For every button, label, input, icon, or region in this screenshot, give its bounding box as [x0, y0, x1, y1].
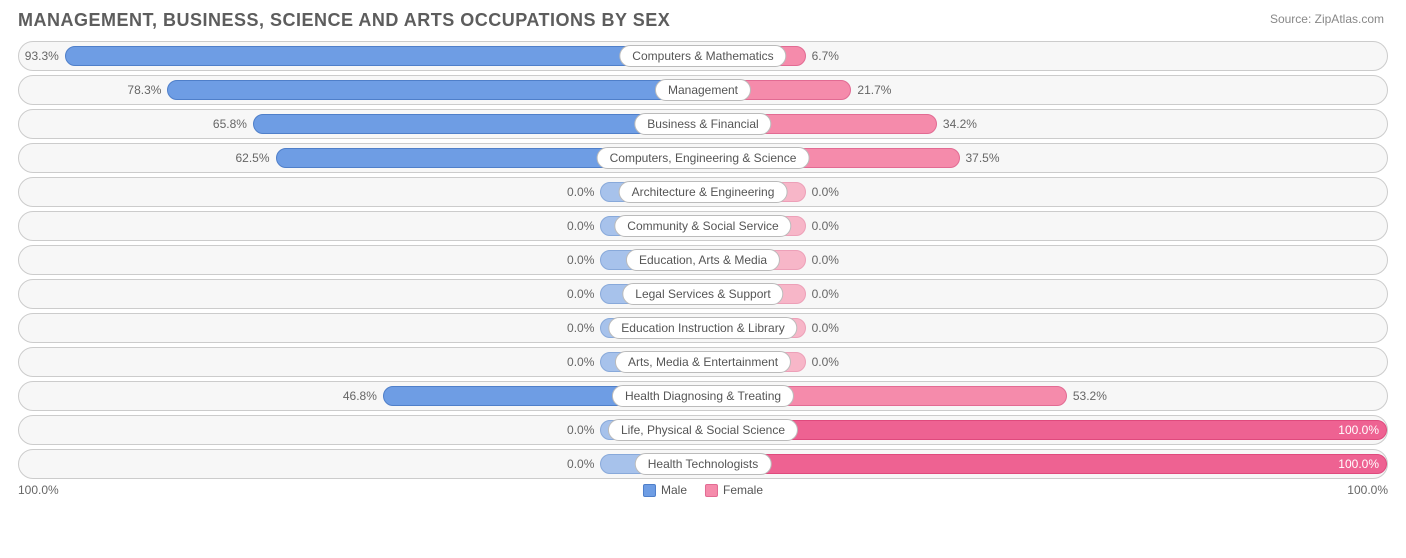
female-half: 34.2%: [703, 110, 1387, 138]
female-value-label: 21.7%: [857, 83, 891, 97]
legend-male: Male: [643, 483, 687, 497]
chart-row: 0.0% 0.0% Community & Social Service: [18, 211, 1388, 241]
female-half: 53.2%: [703, 382, 1387, 410]
chart-row: 0.0% 0.0% Architecture & Engineering: [18, 177, 1388, 207]
chart-row: 0.0% 100.0% Life, Physical & Social Scienc…: [18, 415, 1388, 445]
female-half: 6.7%: [703, 42, 1387, 70]
male-bar: [167, 80, 703, 100]
category-label: Arts, Media & Entertainment: [615, 351, 791, 373]
female-half: 0.0%: [703, 348, 1387, 376]
male-half: 0.0%: [19, 246, 703, 274]
female-value-label: 6.7%: [812, 49, 839, 63]
male-bar: [65, 46, 703, 66]
chart-title: MANAGEMENT, BUSINESS, SCIENCE AND ARTS O…: [18, 10, 1388, 31]
male-half: 0.0%: [19, 450, 703, 478]
female-value-label: 100.0%: [1338, 423, 1379, 437]
chart-area: 93.3% 6.7% Computers & Mathematics 78.3% 21.…: [18, 37, 1388, 479]
female-value-label: 34.2%: [943, 117, 977, 131]
category-label: Education, Arts & Media: [626, 249, 780, 271]
male-value-label: 0.0%: [567, 185, 594, 199]
chart-row: 0.0% 0.0% Education Instruction & Library: [18, 313, 1388, 343]
female-half: 0.0%: [703, 314, 1387, 342]
axis-right-label: 100.0%: [1347, 483, 1388, 497]
source-attribution: Source: ZipAtlas.com: [1270, 12, 1384, 26]
female-value-label: 0.0%: [812, 185, 839, 199]
male-value-label: 65.8%: [213, 117, 247, 131]
axis-labels: 100.0% Male Female 100.0%: [18, 483, 1388, 501]
male-half: 0.0%: [19, 212, 703, 240]
female-value-label: 100.0%: [1338, 457, 1379, 471]
chart-row: 0.0% 100.0% Health Technologists: [18, 449, 1388, 479]
chart-row: 93.3% 6.7% Computers & Mathematics: [18, 41, 1388, 71]
chart-row: 0.0% 0.0% Education, Arts & Media: [18, 245, 1388, 275]
male-half: 46.8%: [19, 382, 703, 410]
axis-left-label: 100.0%: [18, 483, 59, 497]
male-half: 78.3%: [19, 76, 703, 104]
category-label: Business & Financial: [634, 113, 771, 135]
legend-male-label: Male: [661, 483, 687, 497]
male-half: 0.0%: [19, 178, 703, 206]
category-label: Legal Services & Support: [622, 283, 783, 305]
chart-row: 65.8% 34.2% Business & Financial: [18, 109, 1388, 139]
male-value-label: 0.0%: [567, 219, 594, 233]
male-value-label: 0.0%: [567, 355, 594, 369]
female-half: 21.7%: [703, 76, 1387, 104]
female-value-label: 0.0%: [812, 321, 839, 335]
legend-female-swatch: [705, 484, 718, 497]
female-value-label: 0.0%: [812, 355, 839, 369]
source-name: ZipAtlas.com: [1315, 12, 1384, 26]
male-half: 93.3%: [19, 42, 703, 70]
category-label: Community & Social Service: [614, 215, 791, 237]
source-prefix: Source:: [1270, 12, 1315, 26]
male-half: 0.0%: [19, 416, 703, 444]
legend: Male Female: [643, 483, 763, 497]
category-label: Management: [655, 79, 751, 101]
chart-row: 0.0% 0.0% Arts, Media & Entertainment: [18, 347, 1388, 377]
chart-row: 78.3% 21.7% Management: [18, 75, 1388, 105]
male-half: 65.8%: [19, 110, 703, 138]
category-label: Computers, Engineering & Science: [597, 147, 810, 169]
category-label: Education Instruction & Library: [608, 317, 797, 339]
chart-row: 46.8% 53.2% Health Diagnosing & Treating: [18, 381, 1388, 411]
male-value-label: 62.5%: [235, 151, 269, 165]
male-value-label: 46.8%: [343, 389, 377, 403]
male-value-label: 78.3%: [127, 83, 161, 97]
legend-male-swatch: [643, 484, 656, 497]
female-value-label: 0.0%: [812, 253, 839, 267]
category-label: Architecture & Engineering: [619, 181, 788, 203]
female-value-label: 0.0%: [812, 219, 839, 233]
category-label: Computers & Mathematics: [619, 45, 786, 67]
chart-row: 0.0% 0.0% Legal Services & Support: [18, 279, 1388, 309]
female-half: 0.0%: [703, 212, 1387, 240]
female-half: 100.0%: [703, 416, 1387, 444]
female-value-label: 53.2%: [1073, 389, 1107, 403]
male-half: 0.0%: [19, 280, 703, 308]
female-half: 100.0%: [703, 450, 1387, 478]
male-value-label: 0.0%: [567, 253, 594, 267]
female-half: 0.0%: [703, 280, 1387, 308]
male-value-label: 0.0%: [567, 321, 594, 335]
male-value-label: 93.3%: [25, 49, 59, 63]
male-half: 0.0%: [19, 348, 703, 376]
category-label: Health Technologists: [635, 453, 772, 475]
female-value-label: 37.5%: [966, 151, 1000, 165]
male-value-label: 0.0%: [567, 457, 594, 471]
male-half: 0.0%: [19, 314, 703, 342]
legend-female: Female: [705, 483, 763, 497]
female-half: 0.0%: [703, 178, 1387, 206]
male-value-label: 0.0%: [567, 287, 594, 301]
category-label: Life, Physical & Social Science: [608, 419, 798, 441]
female-bar: [703, 420, 1387, 440]
female-value-label: 0.0%: [812, 287, 839, 301]
female-half: 0.0%: [703, 246, 1387, 274]
category-label: Health Diagnosing & Treating: [612, 385, 794, 407]
legend-female-label: Female: [723, 483, 763, 497]
chart-row: 62.5% 37.5% Computers, Engineering & Scien…: [18, 143, 1388, 173]
female-bar: [703, 454, 1387, 474]
male-value-label: 0.0%: [567, 423, 594, 437]
